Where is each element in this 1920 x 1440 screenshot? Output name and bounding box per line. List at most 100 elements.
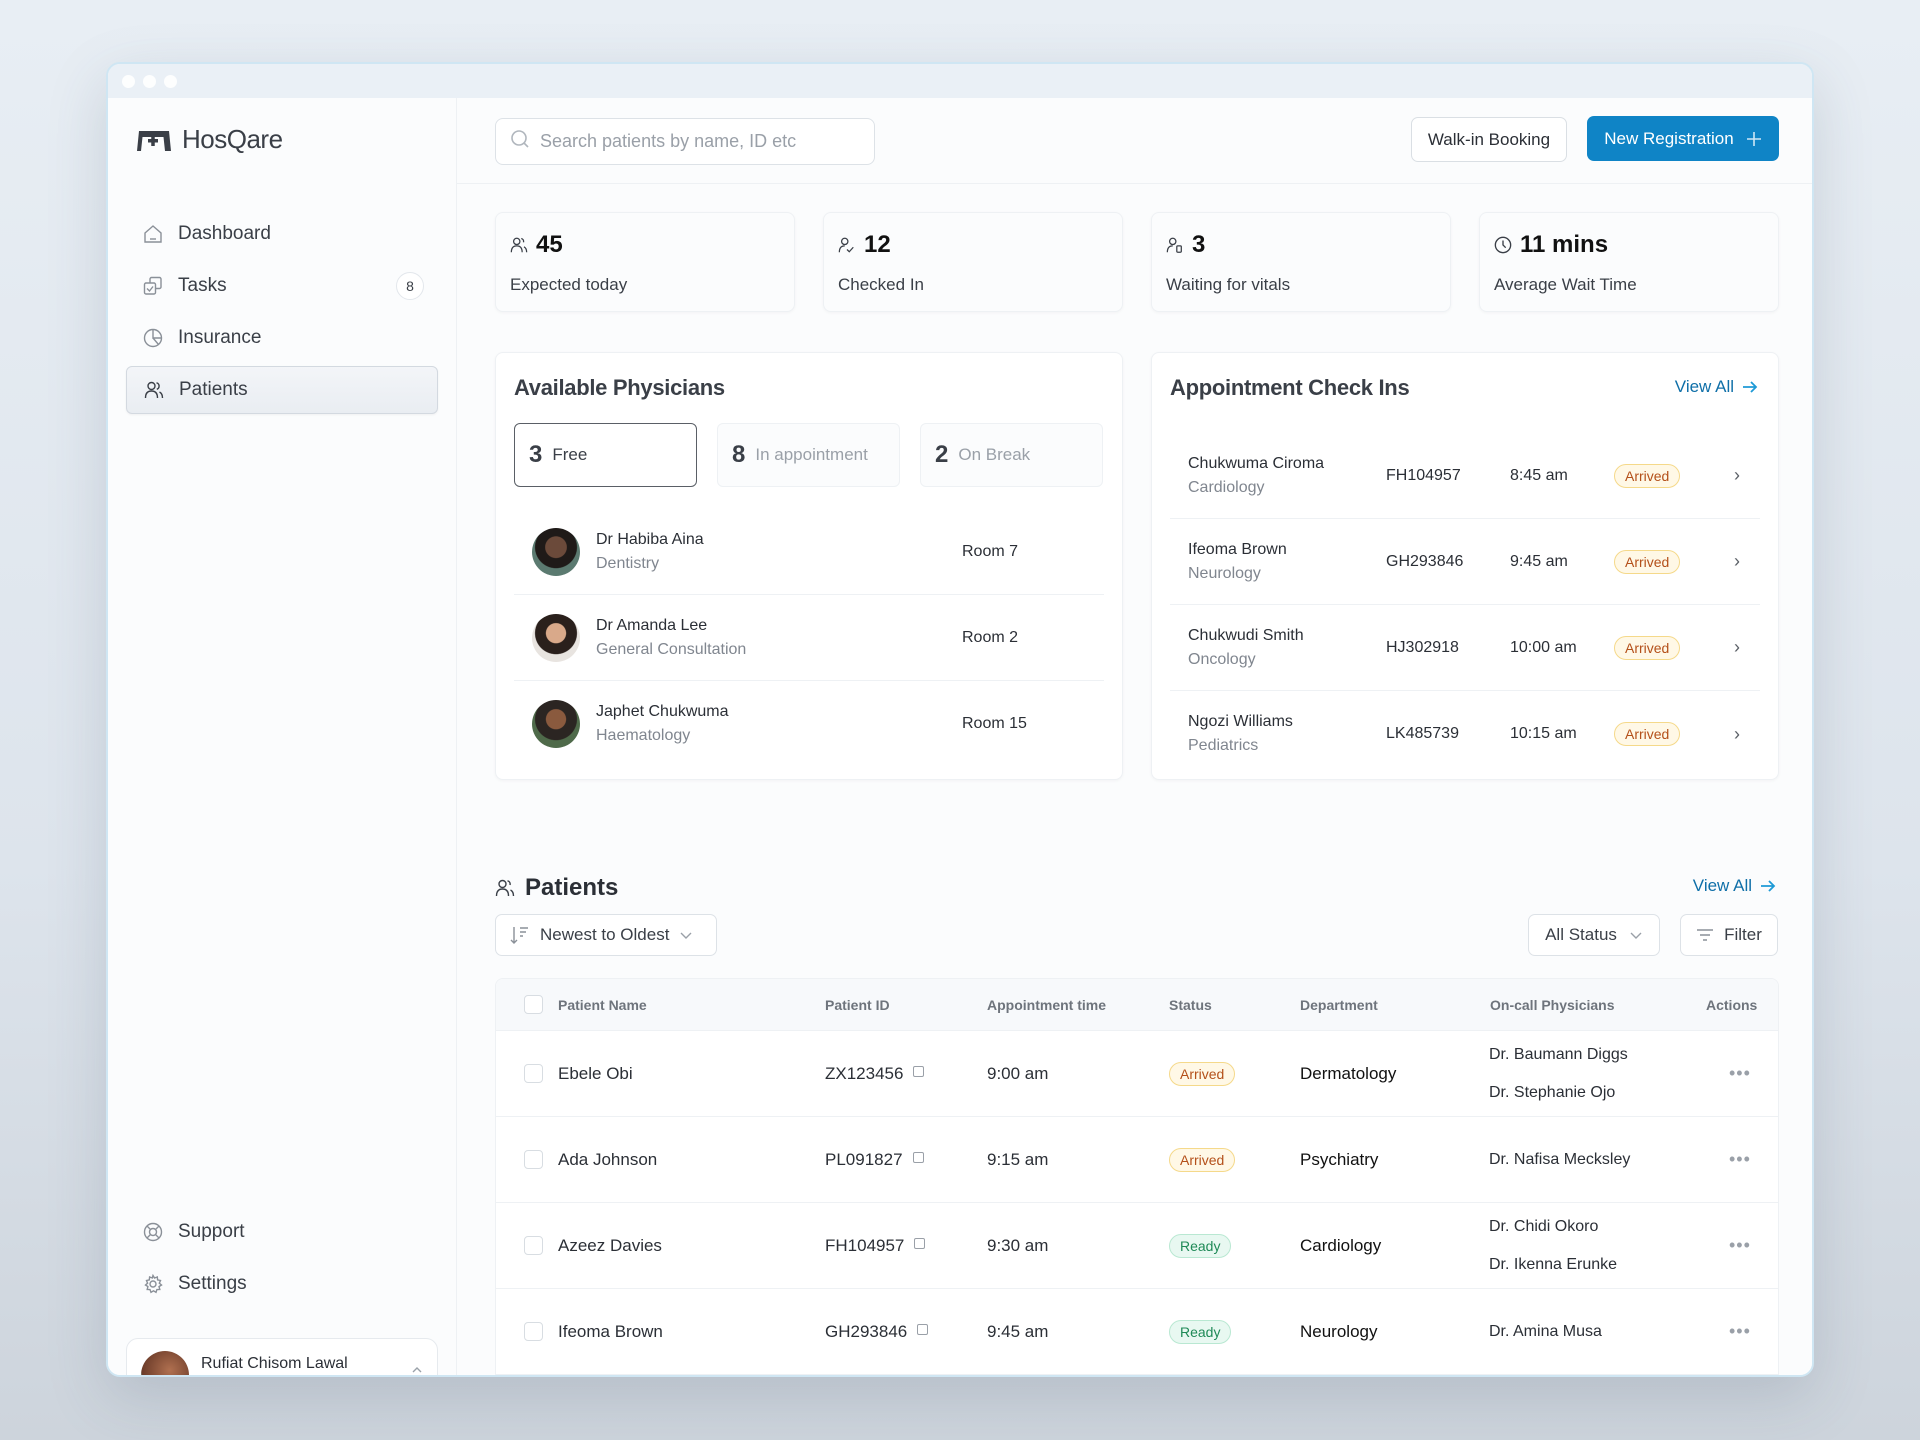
sidebar-item-tasks[interactable]: Tasks 8 (126, 262, 438, 310)
copy-icon[interactable] (913, 1065, 925, 1077)
tab-label: Free (552, 445, 588, 464)
patient-name: Ngozi Williams (1188, 713, 1293, 730)
checkin-time: 9:45 am (1510, 552, 1568, 570)
tasks-icon (142, 275, 164, 297)
status-badge: Arrived (1614, 549, 1681, 574)
stat-value: 11 mins (1520, 231, 1609, 258)
more-actions-icon[interactable]: ••• (1729, 1321, 1751, 1341)
sidebar-bottom-nav: Support Settings (126, 1208, 438, 1312)
avatar (532, 527, 580, 576)
sidebar-item-support[interactable]: Support (126, 1208, 438, 1256)
row-checkbox[interactable] (524, 1322, 543, 1341)
list-item[interactable]: Chukwudi Smith Oncology HJ302918 10:00 am… (1170, 605, 1760, 691)
user-profile-switcher[interactable]: Rufiat Chisom Lawal Admin (126, 1338, 438, 1375)
row-checkbox[interactable] (524, 1236, 543, 1255)
more-actions-icon[interactable]: ••• (1729, 1149, 1751, 1169)
chevron-right-icon[interactable]: › (1734, 637, 1740, 657)
column-header: Patient Name (558, 996, 647, 1013)
chevron-right-icon[interactable]: › (1734, 465, 1740, 485)
stat-value: 12 (864, 231, 891, 258)
arrow-right-icon (1743, 381, 1758, 393)
sort-icon (510, 927, 528, 944)
copy-icon[interactable] (914, 1237, 926, 1249)
search-input[interactable] (540, 131, 860, 152)
view-all-checkins-link[interactable]: View All (1675, 377, 1758, 397)
stat-card-checked-in: 12 Checked In (823, 212, 1123, 312)
tab-label: In appointment (755, 445, 868, 464)
stat-label: Average Wait Time (1494, 275, 1637, 294)
list-item[interactable]: Dr Amanda Lee General Consultation Room 2 (514, 595, 1104, 681)
tab-free[interactable]: 3 Free (514, 423, 697, 487)
physician-specialty: Haematology (596, 727, 691, 744)
list-item[interactable]: Ifeoma Brown Neurology GH293846 9:45 am A… (1170, 519, 1760, 605)
patients-table: Patient Name Patient ID Appointment time… (495, 978, 1779, 1375)
list-item[interactable]: Ngozi Williams Pediatrics LK485739 10:15 … (1170, 691, 1760, 777)
table-row[interactable]: Azeez Davies FH104957 9:30 am Ready Card… (496, 1203, 1778, 1289)
list-item[interactable]: Chukwuma Ciroma Cardiology FH104957 8:45 … (1170, 433, 1760, 519)
main-content: Walk-in Booking New Registration 45 Expe… (457, 98, 1812, 1375)
select-all-checkbox[interactable] (524, 995, 543, 1014)
checkin-time: 10:00 am (1510, 638, 1577, 656)
search-box[interactable] (495, 118, 875, 165)
sidebar-item-settings[interactable]: Settings (126, 1260, 438, 1308)
list-item[interactable]: Japhet Chukwuma Haematology Room 15 (514, 681, 1104, 767)
card-title: Available Physicians (514, 375, 725, 400)
patient-name: Ada Johnson (558, 1149, 658, 1169)
list-item[interactable]: Dr Habiba Aina Dentistry Room 7 (514, 509, 1104, 595)
checkin-list: Chukwuma Ciroma Cardiology FH104957 8:45 … (1170, 433, 1760, 777)
status-badge: Ready (1169, 1319, 1232, 1344)
tab-on-break[interactable]: 2 On Break (920, 423, 1103, 487)
chevron-right-icon[interactable]: › (1734, 723, 1740, 744)
patient-name: Chukwuma Ciroma (1188, 454, 1325, 472)
avatar (532, 700, 580, 748)
sidebar-item-insurance[interactable]: Insurance (126, 314, 438, 362)
copy-icon[interactable] (912, 1151, 924, 1163)
physician-status-tabs: 3 Free 8 In appointment 2 On Break (514, 423, 1103, 487)
walk-in-booking-button[interactable]: Walk-in Booking (1411, 117, 1567, 162)
copy-icon[interactable] (917, 1323, 929, 1335)
sidebar-item-dashboard[interactable]: Dashboard (126, 210, 438, 258)
filter-button[interactable]: Filter (1680, 914, 1778, 956)
tab-count: 3 (529, 441, 543, 468)
sidebar-item-label: Dashboard (178, 223, 271, 244)
status-filter-dropdown[interactable]: All Status (1528, 914, 1660, 956)
row-checkbox[interactable] (524, 1150, 543, 1169)
stat-card-expected: 45 Expected today (495, 212, 795, 312)
chevron-right-icon[interactable]: › (1734, 551, 1740, 571)
new-registration-button[interactable]: New Registration (1587, 116, 1779, 161)
tab-in-appointment[interactable]: 8 In appointment (717, 423, 900, 487)
patients-section-title: Patients (495, 874, 618, 902)
physician-room: Room 7 (962, 542, 1019, 560)
window-dot-maximize[interactable] (164, 74, 177, 88)
physician-name: Dr Amanda Lee (596, 616, 708, 634)
user-check-icon (838, 237, 854, 253)
row-checkbox[interactable] (524, 1064, 543, 1083)
appointment-checkins-card: Appointment Check Ins View All Chukwuma … (1151, 352, 1779, 780)
more-actions-icon[interactable]: ••• (1729, 1235, 1751, 1255)
view-all-patients-link[interactable]: View All (1693, 876, 1776, 896)
table-row[interactable]: Ebele Obi ZX123456 9:00 am Arrived Derma… (496, 1031, 1778, 1117)
table-row[interactable]: Ada Johnson PL091827 9:15 am Arrived Psy… (496, 1117, 1778, 1203)
department: Cardiology (1300, 1235, 1382, 1255)
window-dot-close[interactable] (122, 74, 135, 88)
chevron-up-down-icon (411, 1366, 423, 1375)
column-header: Actions (1706, 996, 1758, 1013)
status-badge: Arrived (1614, 722, 1681, 746)
table-row[interactable]: Ifeoma Brown GH293846 9:45 am Ready Neur… (496, 1289, 1778, 1375)
more-actions-icon[interactable]: ••• (1729, 1063, 1751, 1083)
patient-id: FH104957 (825, 1235, 905, 1255)
physician-name: Japhet Chukwuma (596, 703, 729, 720)
sidebar-item-patients[interactable]: Patients (126, 366, 438, 414)
logo[interactable]: HosQare (134, 124, 283, 155)
new-registration-label: New Registration (1604, 128, 1734, 148)
window-dot-minimize[interactable] (143, 74, 156, 88)
stat-label: Checked In (838, 275, 924, 294)
pie-chart-icon (142, 327, 164, 349)
sort-dropdown[interactable]: Newest to Oldest (495, 914, 717, 956)
patient-name: Ifeoma Brown (558, 1321, 663, 1341)
physician-room: Room 15 (962, 715, 1027, 732)
sidebar-item-label: Support (178, 1221, 245, 1242)
table-header: Patient Name Patient ID Appointment time… (496, 979, 1778, 1031)
patient-id: PL091827 (825, 1149, 903, 1169)
department: Psychiatry (1300, 1149, 1379, 1169)
